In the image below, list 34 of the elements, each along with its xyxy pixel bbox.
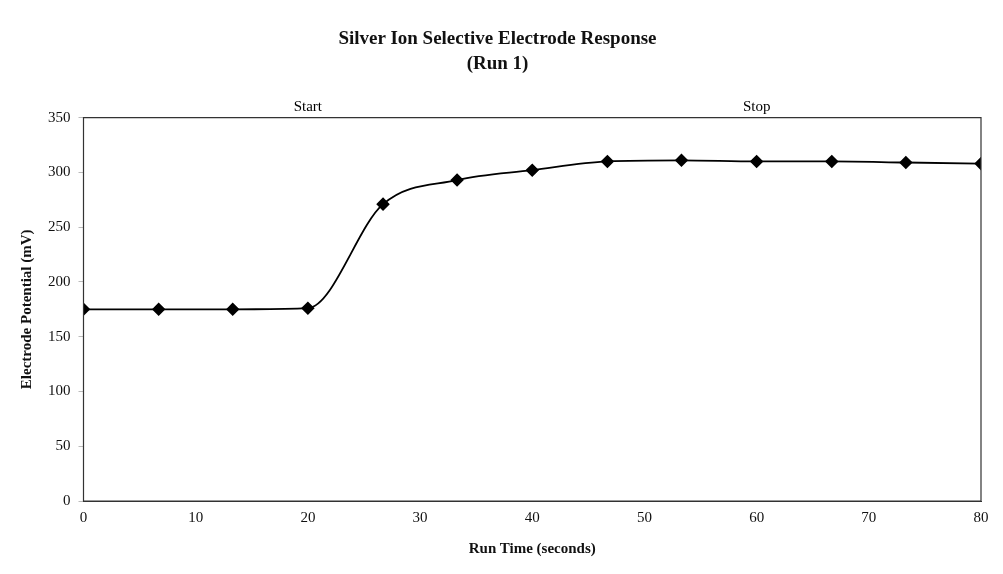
chart-title: Silver Ion Selective Electrode Response — [338, 27, 657, 49]
x-tick-label: 20 — [300, 508, 316, 525]
point — [899, 156, 913, 169]
y-axis-title: Electrode Potential (mV) — [17, 229, 35, 390]
x-axis-title: Run Time (seconds) — [468, 539, 596, 557]
x-tick-label: 30 — [412, 508, 428, 525]
point — [152, 302, 166, 316]
y-tick-label: 350 — [48, 108, 71, 125]
point — [226, 302, 240, 316]
point — [450, 173, 464, 187]
y-tick-label: 150 — [48, 327, 71, 344]
y-tick-label: 200 — [48, 272, 71, 289]
point — [675, 153, 688, 167]
x-tick-label: 40 — [524, 508, 540, 525]
point — [301, 301, 315, 315]
point — [750, 155, 764, 168]
y-tick-label: 50 — [55, 437, 71, 454]
y-tick-label: 0 — [63, 491, 71, 508]
x-tick-label: 80 — [973, 508, 989, 525]
x-tick-label: 0 — [79, 508, 88, 525]
x-tick-label: 10 — [188, 508, 204, 525]
text: Stop — [742, 98, 771, 115]
point — [525, 163, 539, 177]
point — [601, 155, 614, 168]
point — [825, 155, 839, 168]
y-tick-label: 100 — [48, 382, 71, 399]
point — [376, 197, 390, 211]
x-tick-label: 70 — [861, 508, 877, 525]
x-tick-label: 60 — [749, 508, 765, 525]
chart-subtitle: (Run 1) — [466, 52, 529, 75]
y-tick-label: 250 — [48, 218, 71, 235]
text: Start — [293, 98, 323, 115]
x-tick-label: 50 — [636, 508, 652, 525]
y-tick-label: 300 — [48, 163, 71, 180]
